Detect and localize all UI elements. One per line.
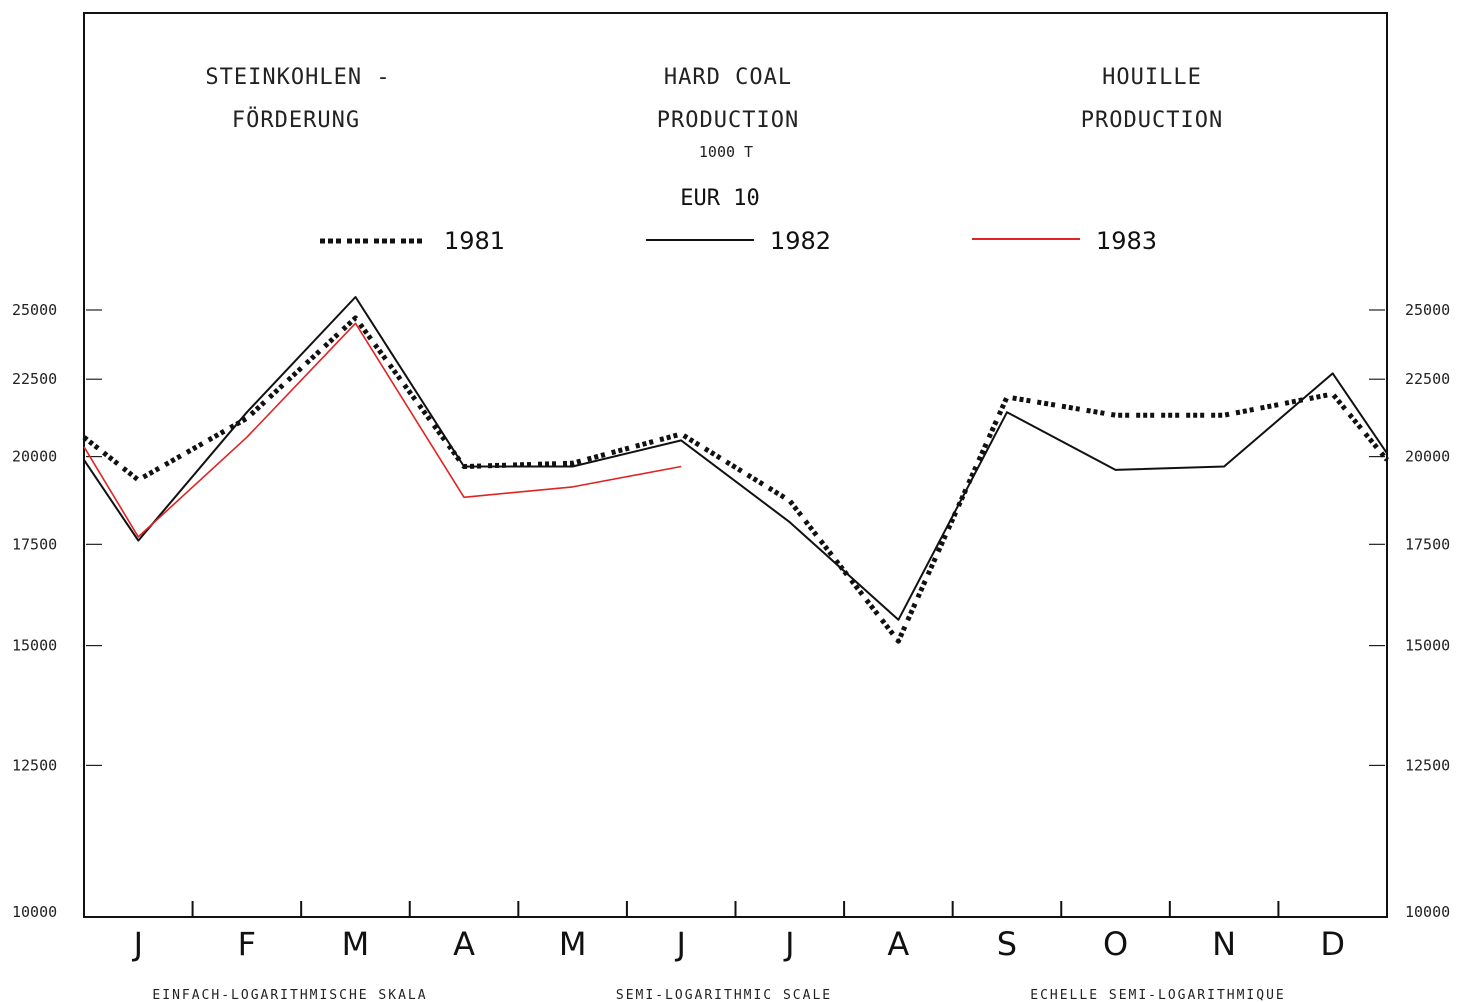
title-en-line2: PRODUCTION: [657, 108, 799, 133]
y-tick-label-left: 17500: [12, 535, 57, 553]
y-tick-label-right: 15000: [1405, 637, 1450, 655]
month-label: J: [783, 925, 794, 963]
footer-fr: ECHELLE SEMI-LOGARITHMIQUE: [1030, 988, 1286, 1002]
series-line-1982: [83, 296, 1388, 621]
y-tick-label-left: 20000: [12, 448, 57, 466]
unit-label: 1000 T: [699, 143, 753, 161]
month-label: N: [1212, 925, 1236, 963]
legend-label-1983: 1983: [1096, 227, 1157, 255]
title-de-line2: FÖRDERUNG: [232, 107, 360, 133]
region-label: EUR 10: [680, 186, 759, 211]
y-tick-label-left: 15000: [12, 637, 57, 655]
month-label: J: [674, 925, 685, 963]
title-en-line1: HARD COAL: [664, 65, 792, 90]
month-label: O: [1103, 925, 1128, 963]
y-tick-label-right: 25000: [1405, 301, 1450, 319]
y-axis: 25000 25000 22500 22500 20000 20000 17500 17500…: [12, 301, 1450, 921]
y-tick-label-right: 17500: [1405, 535, 1450, 553]
footer-en: SEMI-LOGARITHMIC SCALE: [616, 988, 832, 1002]
y-tick-label-left: 12500: [12, 756, 57, 774]
title-fr-line2: PRODUCTION: [1081, 108, 1223, 133]
series-group: [82, 296, 1389, 644]
title-de-line1: STEINKOHLEN -: [205, 65, 390, 90]
month-label: M: [342, 925, 370, 963]
y-tick-label-right: 10000: [1405, 903, 1450, 921]
series-line-1981: [82, 315, 1389, 644]
month-label: J: [132, 925, 143, 963]
month-label: M: [559, 925, 587, 963]
series-line-1983: [83, 322, 682, 538]
month-label: F: [238, 925, 256, 963]
y-tick-label-left: 25000: [12, 301, 57, 319]
month-label: D: [1320, 925, 1345, 963]
y-tick-label-right: 20000: [1405, 448, 1450, 466]
y-tick-label-left: 22500: [12, 370, 57, 388]
y-tick-label-right: 12500: [1405, 756, 1450, 774]
legend-label-1982: 1982: [770, 227, 831, 255]
y-tick-label-left: 10000: [12, 903, 57, 921]
legend-label-1981: 1981: [444, 227, 505, 255]
title-fr-line1: HOUILLE: [1102, 65, 1202, 90]
y-tick-label-right: 22500: [1405, 370, 1450, 388]
month-label: A: [453, 925, 475, 963]
month-label: A: [887, 925, 909, 963]
footer-de: EINFACH-LOGARITHMISCHE SKALA: [152, 988, 427, 1002]
month-label: S: [997, 925, 1017, 963]
